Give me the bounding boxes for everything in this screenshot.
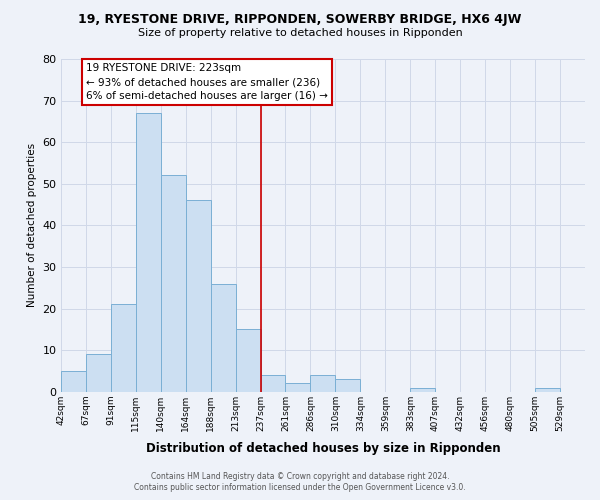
Bar [535, 388, 560, 392]
Bar [185, 200, 211, 392]
Bar [286, 384, 310, 392]
Bar [310, 375, 335, 392]
Bar [236, 330, 260, 392]
Text: Contains HM Land Registry data © Crown copyright and database right 2024.
Contai: Contains HM Land Registry data © Crown c… [134, 472, 466, 492]
Text: 19, RYESTONE DRIVE, RIPPONDEN, SOWERBY BRIDGE, HX6 4JW: 19, RYESTONE DRIVE, RIPPONDEN, SOWERBY B… [79, 12, 521, 26]
Bar [410, 388, 435, 392]
X-axis label: Distribution of detached houses by size in Ripponden: Distribution of detached houses by size … [146, 442, 500, 455]
Bar [335, 380, 361, 392]
Bar [161, 176, 185, 392]
Bar [211, 284, 236, 392]
Bar [86, 354, 111, 392]
Y-axis label: Number of detached properties: Number of detached properties [27, 144, 37, 308]
Bar [61, 371, 86, 392]
Bar [111, 304, 136, 392]
Text: 19 RYESTONE DRIVE: 223sqm
← 93% of detached houses are smaller (236)
6% of semi-: 19 RYESTONE DRIVE: 223sqm ← 93% of detac… [86, 63, 328, 101]
Bar [136, 113, 161, 392]
Bar [260, 375, 286, 392]
Text: Size of property relative to detached houses in Ripponden: Size of property relative to detached ho… [137, 28, 463, 38]
